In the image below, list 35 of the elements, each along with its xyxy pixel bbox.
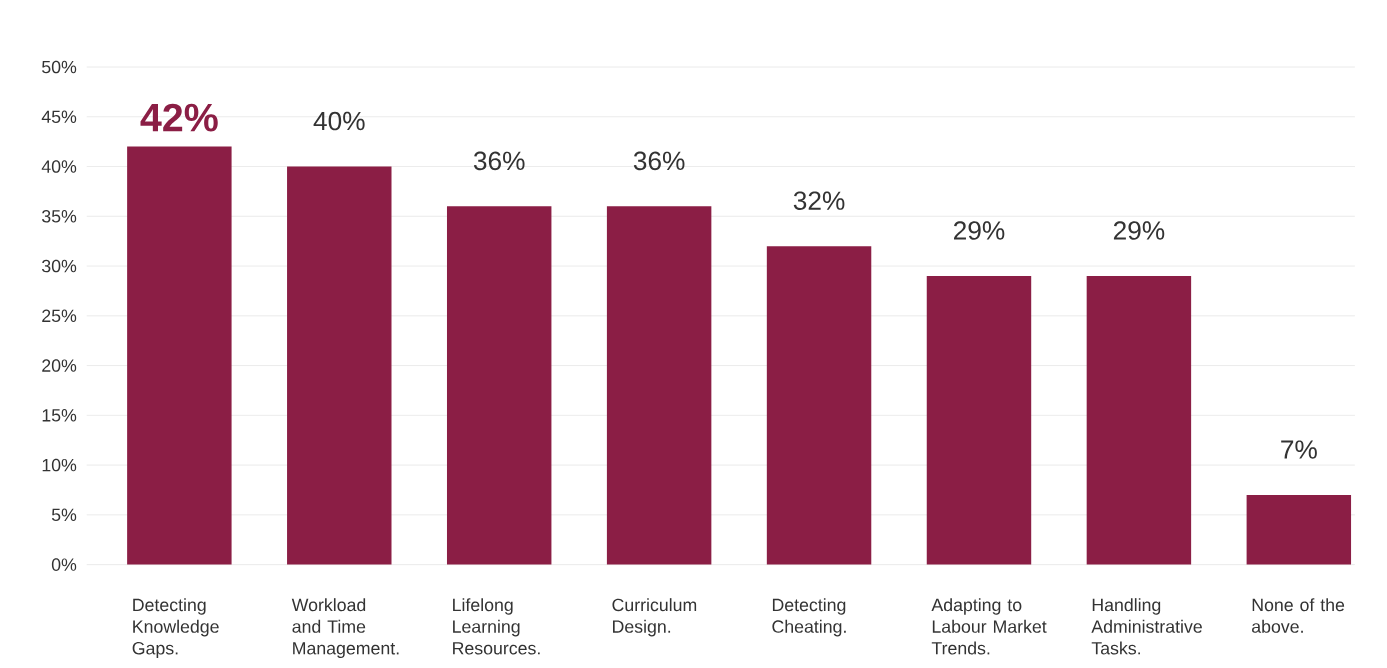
x-tick-label: Workload and Time Management.: [291, 598, 399, 659]
data-label: 36%: [473, 151, 525, 171]
bar: [287, 166, 392, 565]
x-tick-label: Curriculum Design.: [612, 598, 697, 637]
bar: [766, 246, 872, 565]
x-tick-label: Lifelong Learning Resources.: [453, 598, 540, 655]
y-tick-label: 45%: [41, 110, 77, 123]
data-label: 40%: [313, 111, 365, 131]
x-tick-label: Detecting Knowledge Gaps.: [132, 598, 219, 659]
data-label: 7%: [1281, 440, 1317, 459]
y-tick-label: 20%: [42, 359, 77, 372]
bar: [1246, 494, 1352, 565]
data-label: 29%: [1113, 221, 1165, 240]
bar: [1086, 275, 1192, 565]
bar: [446, 206, 552, 565]
data-label: 42%: [140, 103, 218, 132]
data-label: 29%: [954, 221, 1005, 240]
y-tick-label: 30%: [42, 259, 77, 273]
y-tick-label: 5%: [51, 508, 77, 522]
bar: [926, 275, 1032, 565]
x-tick-label: Adapting to Labour Market Trends.: [931, 598, 1047, 655]
x-tick-label: None of the above.: [1252, 598, 1345, 633]
y-tick-label: 40%: [41, 160, 77, 173]
y-tick-label: 0%: [51, 558, 77, 571]
bar: [127, 146, 232, 565]
y-tick-label: 50%: [42, 60, 77, 74]
y-tick-label: 35%: [42, 209, 77, 223]
y-tick-label: 25%: [42, 309, 77, 323]
y-tick-label: 10%: [42, 458, 77, 472]
y-tick-label: 15%: [42, 409, 77, 422]
x-tick-label: Handling Administrative Tasks.: [1091, 598, 1202, 655]
x-tick-label: Detecting Cheating.: [772, 598, 846, 637]
data-label: 32%: [793, 191, 845, 210]
data-label: 36%: [633, 151, 685, 171]
bar: [606, 206, 712, 565]
